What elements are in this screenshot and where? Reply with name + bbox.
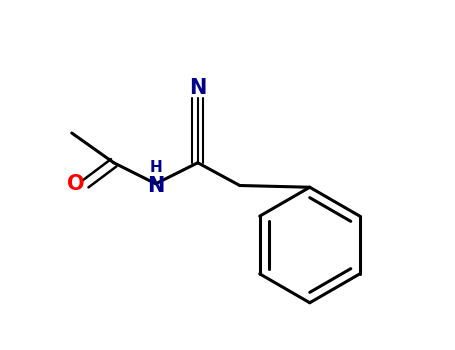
Text: H: H bbox=[149, 160, 162, 175]
Text: O: O bbox=[67, 174, 85, 194]
Text: N: N bbox=[147, 175, 164, 196]
Text: N: N bbox=[189, 78, 207, 98]
